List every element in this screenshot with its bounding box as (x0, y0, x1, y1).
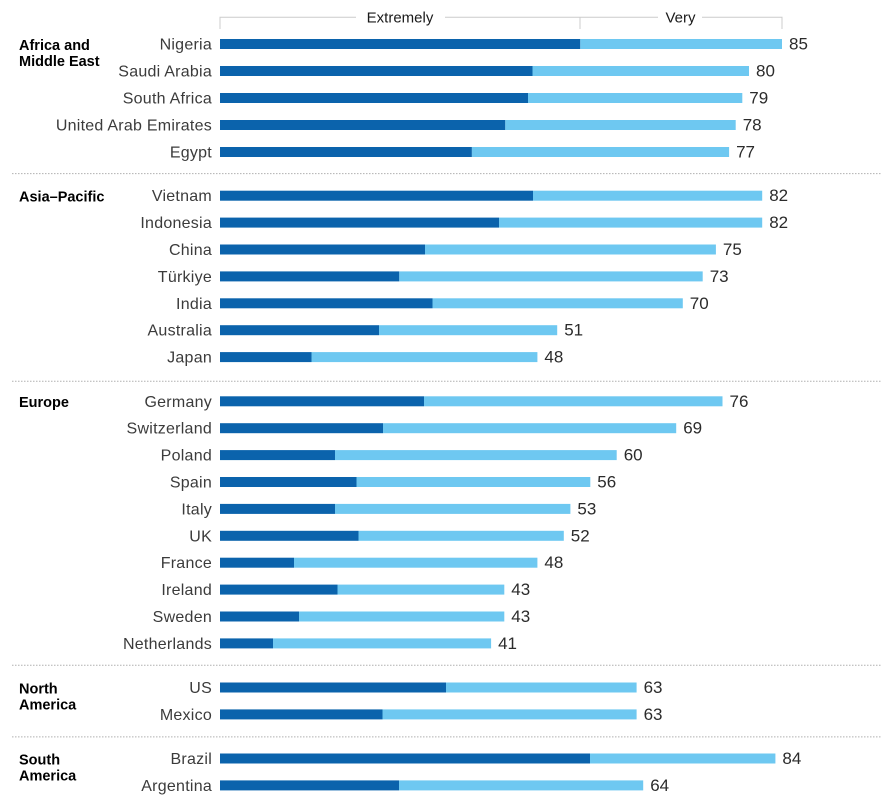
svg-text:69: 69 (683, 419, 702, 438)
svg-text:Brazil: Brazil (170, 751, 212, 768)
svg-text:77: 77 (736, 143, 755, 162)
svg-text:Europe: Europe (19, 395, 69, 411)
svg-text:43: 43 (511, 580, 530, 599)
svg-text:Very: Very (665, 10, 696, 27)
svg-text:Africa and: Africa and (19, 38, 90, 54)
svg-text:85: 85 (789, 35, 808, 54)
svg-text:79: 79 (749, 89, 768, 108)
svg-text:Vietnam: Vietnam (152, 188, 212, 205)
svg-text:Extremely: Extremely (367, 10, 434, 27)
svg-text:France: France (161, 555, 212, 572)
svg-text:Türkiye: Türkiye (158, 269, 212, 286)
svg-text:America: America (19, 768, 77, 784)
svg-text:America: America (19, 697, 77, 713)
svg-text:Asia–Pacific: Asia–Pacific (19, 190, 104, 206)
svg-text:41: 41 (498, 634, 517, 653)
svg-text:North: North (19, 681, 58, 697)
svg-text:43: 43 (511, 607, 530, 626)
svg-text:India: India (176, 296, 212, 313)
svg-text:52: 52 (571, 526, 590, 545)
svg-text:51: 51 (564, 321, 583, 340)
svg-text:Ireland: Ireland (161, 582, 212, 599)
svg-text:Netherlands: Netherlands (123, 636, 212, 653)
svg-text:Poland: Poland (161, 448, 212, 465)
svg-text:84: 84 (782, 749, 801, 768)
svg-text:76: 76 (730, 392, 749, 411)
svg-text:48: 48 (544, 348, 563, 367)
svg-text:53: 53 (577, 499, 596, 518)
svg-text:70: 70 (690, 294, 709, 313)
svg-text:Japan: Japan (167, 350, 212, 367)
svg-text:Argentina: Argentina (141, 778, 212, 795)
svg-text:80: 80 (756, 62, 775, 81)
svg-text:64: 64 (650, 776, 669, 795)
svg-text:Nigeria: Nigeria (160, 37, 212, 54)
svg-text:Australia: Australia (148, 323, 213, 340)
svg-text:Egypt: Egypt (170, 145, 212, 162)
svg-text:78: 78 (743, 116, 762, 135)
svg-text:South: South (19, 752, 60, 768)
svg-text:60: 60 (624, 446, 643, 465)
svg-text:82: 82 (769, 213, 788, 232)
svg-text:Indonesia: Indonesia (140, 215, 212, 232)
svg-text:Saudi Arabia: Saudi Arabia (118, 64, 212, 81)
svg-text:United Arab Emirates: United Arab Emirates (56, 118, 212, 135)
svg-text:UK: UK (189, 528, 212, 545)
svg-text:China: China (169, 242, 212, 259)
svg-text:63: 63 (644, 678, 663, 697)
svg-text:Italy: Italy (181, 501, 212, 518)
svg-text:Spain: Spain (170, 475, 212, 492)
svg-text:75: 75 (723, 240, 742, 259)
svg-text:Mexico: Mexico (160, 707, 212, 724)
svg-text:Sweden: Sweden (153, 609, 212, 626)
svg-text:US: US (189, 680, 212, 697)
svg-text:73: 73 (710, 267, 729, 286)
svg-text:South Africa: South Africa (123, 91, 212, 108)
svg-text:Switzerland: Switzerland (127, 421, 212, 438)
svg-text:63: 63 (644, 705, 663, 724)
svg-text:Middle East: Middle East (19, 54, 100, 70)
svg-text:82: 82 (769, 186, 788, 205)
svg-text:48: 48 (544, 553, 563, 572)
svg-text:Germany: Germany (144, 394, 212, 411)
svg-text:56: 56 (597, 473, 616, 492)
